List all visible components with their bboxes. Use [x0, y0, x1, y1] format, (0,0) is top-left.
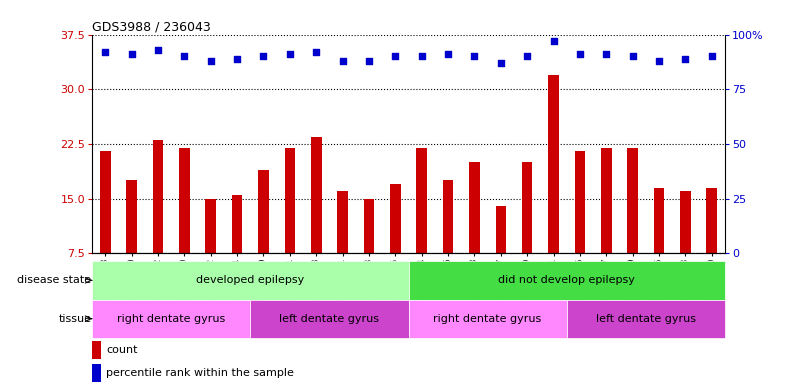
Text: developed epilepsy: developed epilepsy [196, 275, 304, 285]
Bar [680, 192, 690, 253]
Bar [522, 162, 533, 253]
Point [336, 58, 349, 64]
Bar [206, 199, 216, 253]
Bar [469, 162, 480, 253]
Text: did not develop epilepsy: did not develop epilepsy [498, 275, 635, 285]
Text: right dentate gyrus: right dentate gyrus [117, 314, 225, 324]
Point [204, 58, 217, 64]
Point [600, 51, 613, 57]
Point [178, 53, 191, 60]
Bar [409, 261, 725, 300]
Point [231, 56, 244, 62]
Text: tissue: tissue [58, 314, 91, 324]
Bar [92, 261, 409, 300]
Bar [443, 180, 453, 253]
Bar [548, 74, 559, 253]
Text: GDS3988 / 236043: GDS3988 / 236043 [92, 20, 211, 33]
Bar [390, 184, 400, 253]
Bar [627, 148, 638, 253]
Point [125, 51, 138, 57]
Point [363, 58, 376, 64]
Point [521, 53, 533, 60]
Point [574, 51, 586, 57]
Bar [567, 300, 725, 338]
Point [653, 58, 666, 64]
Text: disease state: disease state [18, 275, 91, 285]
Point [706, 53, 718, 60]
Text: left dentate gyrus: left dentate gyrus [596, 314, 696, 324]
Text: left dentate gyrus: left dentate gyrus [280, 314, 380, 324]
Bar [92, 341, 101, 359]
Text: count: count [106, 345, 138, 355]
Point [310, 49, 323, 55]
Bar [574, 151, 586, 253]
Bar [92, 364, 101, 382]
Bar [337, 192, 348, 253]
Point [441, 51, 454, 57]
Bar [409, 300, 567, 338]
Point [415, 53, 428, 60]
Bar [496, 206, 506, 253]
Bar [601, 148, 611, 253]
Bar [92, 300, 250, 338]
Bar [231, 195, 243, 253]
Bar [284, 148, 295, 253]
Bar [100, 151, 111, 253]
Point [99, 49, 111, 55]
Bar [311, 137, 321, 253]
Text: right dentate gyrus: right dentate gyrus [433, 314, 541, 324]
Bar [258, 170, 269, 253]
Point [547, 38, 560, 44]
Point [626, 53, 639, 60]
Bar [654, 188, 664, 253]
Bar [127, 180, 137, 253]
Point [151, 47, 164, 53]
Point [679, 56, 692, 62]
Bar [250, 300, 409, 338]
Bar [179, 148, 190, 253]
Point [494, 60, 507, 66]
Point [284, 51, 296, 57]
Bar [706, 188, 717, 253]
Bar [153, 141, 163, 253]
Point [257, 53, 270, 60]
Point [389, 53, 402, 60]
Point [468, 53, 481, 60]
Bar [417, 148, 427, 253]
Text: percentile rank within the sample: percentile rank within the sample [106, 368, 294, 378]
Bar [364, 199, 374, 253]
